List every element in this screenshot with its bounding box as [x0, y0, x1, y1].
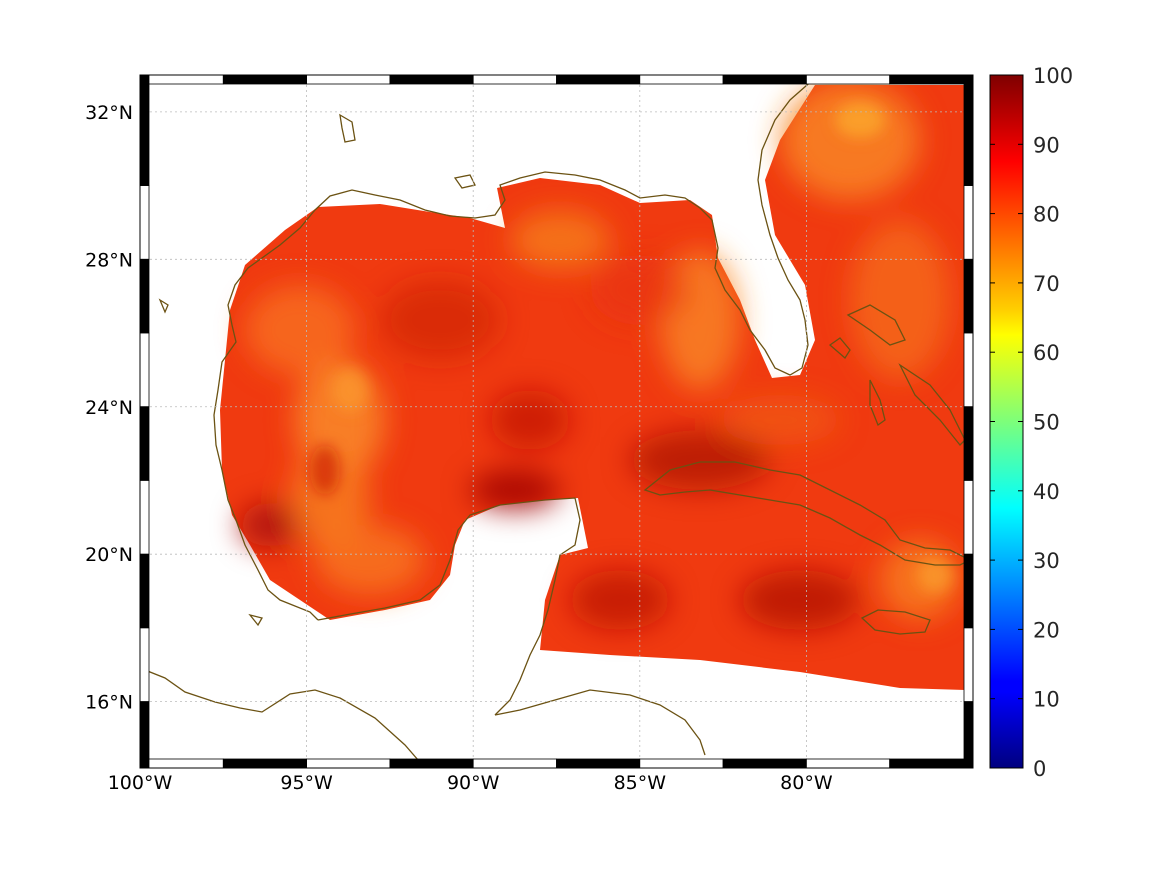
- colorbar-tick-label: 10: [1033, 688, 1060, 712]
- frame-top-segment: [806, 74, 891, 85]
- lon-tick-label: 80°W: [780, 772, 833, 794]
- frame-bottom-segment: [556, 758, 641, 769]
- frame-right-segment: [963, 480, 974, 555]
- colorbar-tick-label: 60: [1033, 341, 1060, 365]
- lon-tick-label: 85°W: [614, 772, 667, 794]
- frame-top-segment: [889, 74, 974, 85]
- frame-right-segment: [963, 74, 974, 113]
- colorbar-tick-label: 0: [1033, 757, 1046, 781]
- lat-tick-labels: 32°N 28°N 24°N 20°N 16°N: [85, 102, 133, 714]
- frame-left-segment: [139, 553, 150, 629]
- colorbar-tick-label: 40: [1033, 480, 1060, 504]
- frame-bottom-segment: [806, 758, 891, 769]
- lat-tick-label: 32°N: [85, 102, 133, 124]
- colorbar-tick-label: 100: [1033, 64, 1073, 88]
- colorbar-tick-label: 30: [1033, 549, 1060, 573]
- frame-right-segment: [963, 701, 974, 769]
- frame-left-segment: [139, 627, 150, 703]
- frame-top-segment: [306, 74, 391, 85]
- lon-tick-label: 100°W: [108, 772, 173, 794]
- frame-left-segment: [139, 701, 150, 769]
- map-panel: [140, 75, 973, 768]
- colorbar-tick-label: 20: [1033, 618, 1060, 642]
- frame-top-segment: [389, 74, 474, 85]
- frame-bottom-segment: [389, 758, 474, 769]
- colorbar-tick-label: 90: [1033, 133, 1060, 157]
- lat-tick-label: 28°N: [85, 249, 133, 271]
- gulf-field: [220, 80, 965, 690]
- frame-top-segment: [556, 74, 641, 85]
- colorbar-tick-label: 70: [1033, 272, 1060, 296]
- frame-bottom-segment: [889, 758, 974, 769]
- map-frame: [139, 74, 974, 769]
- frame-left-segment: [139, 111, 150, 186]
- frame-left-segment: [139, 480, 150, 555]
- frame-top-segment: [639, 74, 724, 85]
- frame-right-segment: [963, 111, 974, 186]
- frame-top-segment: [472, 74, 557, 85]
- colorbar-tick-label: 50: [1033, 411, 1060, 435]
- frame-right-segment: [963, 258, 974, 334]
- frame-top-segment: [222, 74, 308, 85]
- frame-right-segment: [963, 627, 974, 703]
- frame-bottom-segment: [222, 758, 308, 769]
- frame-bottom-segment: [722, 758, 807, 769]
- colorbar-tick-label: 80: [1033, 203, 1060, 227]
- frame-left-segment: [139, 185, 150, 260]
- frame-right-segment: [963, 332, 974, 408]
- lat-tick-label: 20°N: [85, 544, 133, 566]
- frame-left-segment: [139, 258, 150, 334]
- lon-tick-label: 95°W: [280, 772, 333, 794]
- frame-left-segment: [139, 74, 150, 113]
- lon-tick-label: 90°W: [447, 772, 500, 794]
- frame-bottom-segment: [472, 758, 557, 769]
- frame-top-segment: [722, 74, 807, 85]
- frame-left-segment: [139, 406, 150, 481]
- frame-outline: [139, 74, 974, 769]
- lat-tick-label: 24°N: [85, 397, 133, 419]
- lon-tick-labels: 100°W 95°W 90°W 85°W 80°W: [108, 772, 833, 794]
- lat-tick-label: 16°N: [85, 692, 133, 714]
- frame-bottom-segment: [139, 758, 224, 769]
- frame-left-segment: [139, 332, 150, 408]
- colorbar-gradient: [989, 74, 1024, 769]
- gridlines: [140, 75, 973, 768]
- frame-right-segment: [963, 553, 974, 629]
- frame-right-segment: [963, 406, 974, 481]
- frame-bottom-segment: [306, 758, 391, 769]
- frame-right-segment: [963, 185, 974, 260]
- frame-bottom-segment: [639, 758, 724, 769]
- frame-top-segment: [139, 74, 224, 85]
